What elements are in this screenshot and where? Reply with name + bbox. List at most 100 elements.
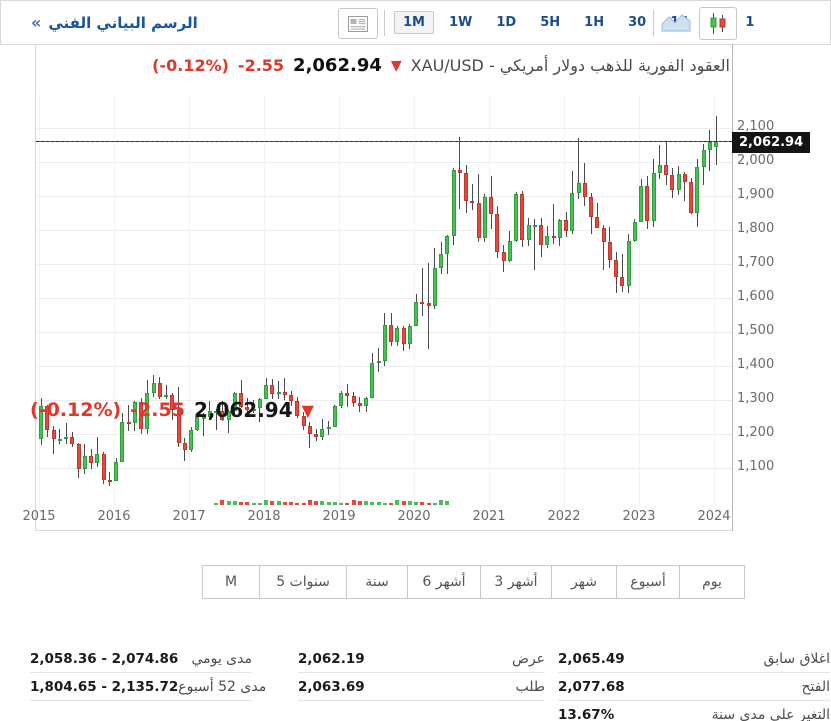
candle xyxy=(70,437,75,444)
v-gridline xyxy=(189,95,190,505)
candle xyxy=(451,170,456,237)
candlestick-chart-type-button[interactable] xyxy=(699,7,737,40)
y-axis-label: 1,800 xyxy=(737,221,775,236)
stats-group-middle: 2,062.19 عرض 2,063.69 طلب xyxy=(298,645,545,701)
timeframe-button-5h[interactable]: 5H xyxy=(540,15,561,30)
candle xyxy=(514,193,518,241)
volume-bar xyxy=(270,500,275,505)
candle xyxy=(495,213,500,253)
stat-row: 2,065.49 اغلاق سابق xyxy=(558,645,830,673)
candle xyxy=(607,241,612,261)
candle xyxy=(114,461,118,482)
candle-wick xyxy=(659,145,661,180)
candle xyxy=(632,221,637,241)
volume-bar xyxy=(432,503,437,505)
candle xyxy=(551,235,556,239)
volume-bar xyxy=(326,501,331,505)
v-gridline xyxy=(414,95,415,505)
period-tab-3[interactable]: شهر xyxy=(551,565,617,599)
toolbar-divider xyxy=(384,10,385,36)
collapse-chevron-icon: « xyxy=(31,13,42,32)
news-view-button[interactable] xyxy=(338,8,378,39)
candle xyxy=(182,443,187,451)
volume-bar xyxy=(226,500,231,505)
candle xyxy=(482,196,487,238)
stat-label: اغلاق سابق xyxy=(763,650,830,667)
stat-value: 2,077.68 xyxy=(558,678,625,695)
period-tab-8[interactable]: M xyxy=(202,565,260,599)
candle xyxy=(676,173,681,190)
period-tab-5[interactable]: 6 أشهر xyxy=(407,565,481,599)
timeframe-button-1d[interactable]: 1D xyxy=(496,15,517,30)
timeframe-button-1[interactable]: 1 xyxy=(745,15,755,30)
x-axis-label: 2022 xyxy=(547,509,581,524)
candle xyxy=(595,217,600,228)
timeframe-button-1m[interactable]: 1M xyxy=(394,11,434,34)
down-arrow-icon: ▼ xyxy=(390,57,402,74)
candlestick-icon xyxy=(710,13,726,34)
h-gridline xyxy=(36,434,732,435)
h-gridline xyxy=(36,128,732,129)
candle xyxy=(657,165,662,173)
candle xyxy=(45,405,50,430)
candle-wick xyxy=(53,426,54,454)
candle-wick xyxy=(578,138,579,200)
period-tab-7[interactable]: 5 سنوات xyxy=(259,565,347,599)
candle xyxy=(707,142,712,150)
period-tab-2[interactable]: أسبوع xyxy=(616,565,680,599)
volume-bar xyxy=(382,502,387,505)
x-axis-label: 2019 xyxy=(322,509,356,524)
volume-bar xyxy=(339,502,343,505)
candle-wick xyxy=(603,225,604,271)
candle xyxy=(570,192,575,232)
candle xyxy=(76,443,81,470)
period-tab-4[interactable]: 3 أشهر xyxy=(480,565,552,599)
h-gridline xyxy=(36,366,732,367)
volume-bar xyxy=(239,501,243,505)
timeframe-button-30[interactable]: 30 xyxy=(628,15,647,30)
candle xyxy=(389,325,393,342)
volume-bar xyxy=(301,503,306,505)
candle xyxy=(576,183,581,193)
timeframe-button-1w[interactable]: 1W xyxy=(448,15,473,30)
period-tab-1[interactable]: يوم xyxy=(679,565,745,599)
x-axis-label: 2015 xyxy=(22,509,56,524)
volume-bar xyxy=(220,500,225,505)
h-gridline xyxy=(36,264,732,265)
x-axis-label: 2020 xyxy=(397,509,431,524)
current-price-dashed-line xyxy=(36,141,732,142)
stat-value: 2,065.49 xyxy=(558,650,625,667)
stat-value: 2,063.69 xyxy=(298,678,365,695)
y-axis-label: 1,500 xyxy=(737,323,775,338)
change-percent: (-0.12%) xyxy=(152,56,229,75)
stat-row: 1,804.65 - 2,135.72 مدى 52 أسبوع xyxy=(30,673,266,701)
volume-bar xyxy=(345,503,350,505)
period-tabs: يوم أسبوع شهر 3 أشهر 6 أشهر سنة 5 سنوات M xyxy=(202,565,745,599)
v-gridline xyxy=(39,95,40,505)
candle xyxy=(407,326,412,345)
candle xyxy=(195,417,200,431)
candle-wick xyxy=(96,436,98,467)
candle-wick xyxy=(709,129,711,172)
area-chart-icon xyxy=(661,14,691,32)
x-axis-label: 2021 xyxy=(472,509,506,524)
panel-header[interactable]: « الرسم البياني الفني xyxy=(31,1,198,44)
timeframe-button-1h[interactable]: 1H xyxy=(584,15,605,30)
toolbar-divider xyxy=(653,10,654,36)
period-tab-6[interactable]: سنة xyxy=(346,565,408,599)
candle xyxy=(201,417,206,420)
volume-bar xyxy=(232,501,237,505)
candle xyxy=(164,394,168,397)
stat-label: مدى يومي xyxy=(191,650,252,667)
candle xyxy=(101,453,106,480)
h-gridline xyxy=(36,468,732,469)
h-gridline xyxy=(36,162,732,163)
candle-wick xyxy=(665,140,667,186)
candle xyxy=(689,182,693,214)
area-chart-type-button[interactable] xyxy=(661,13,691,36)
candle xyxy=(639,186,643,222)
candlestick-chart[interactable]: (-0.12%) -2.55 2,062.94 ▼ xyxy=(30,95,732,505)
candle xyxy=(220,410,225,420)
volume-bar xyxy=(257,503,262,505)
candle-wick xyxy=(215,409,217,430)
